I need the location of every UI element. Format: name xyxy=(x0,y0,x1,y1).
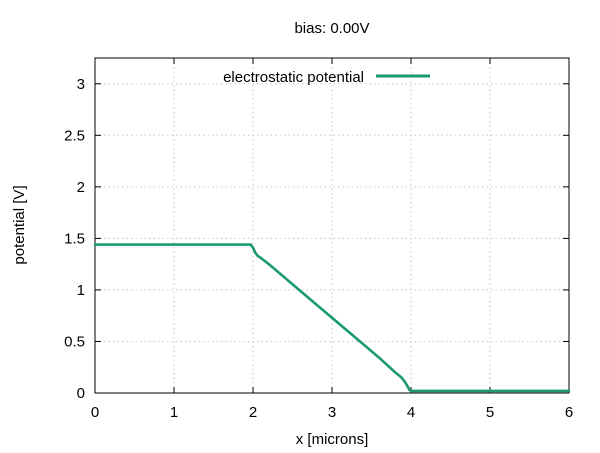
y-tick-label: 1.5 xyxy=(64,230,85,247)
y-tick-label: 2.5 xyxy=(64,127,85,144)
series-line-0 xyxy=(93,243,571,393)
y-tick-label: 0.5 xyxy=(64,333,85,350)
series-layer xyxy=(93,243,571,393)
x-axis-label: x [microns] xyxy=(296,431,369,448)
x-tick-label: 2 xyxy=(249,404,257,421)
grid xyxy=(95,58,569,393)
x-tick-label: 5 xyxy=(486,404,494,421)
legend-label: electrostatic potential xyxy=(223,69,364,86)
y-tick-label: 1 xyxy=(77,282,85,299)
x-tick-label: 0 xyxy=(91,404,99,421)
y-tick-label: 0 xyxy=(77,385,85,402)
x-tick-label: 4 xyxy=(407,404,415,421)
x-tick-label: 3 xyxy=(328,404,336,421)
x-tick-label: 1 xyxy=(170,404,178,421)
y-tick-label: 3 xyxy=(77,76,85,93)
y-axis-label: potential [V] xyxy=(11,185,28,264)
legend: electrostatic potential xyxy=(223,69,430,86)
chart-title: bias: 0.00V xyxy=(294,20,369,37)
y-tick-label: 2 xyxy=(77,179,85,196)
x-tick-label: 6 xyxy=(565,404,573,421)
ticks: 0 1 2 3 4 5 6 0 0.5 1 1.5 2 2.5 3 xyxy=(64,58,573,421)
